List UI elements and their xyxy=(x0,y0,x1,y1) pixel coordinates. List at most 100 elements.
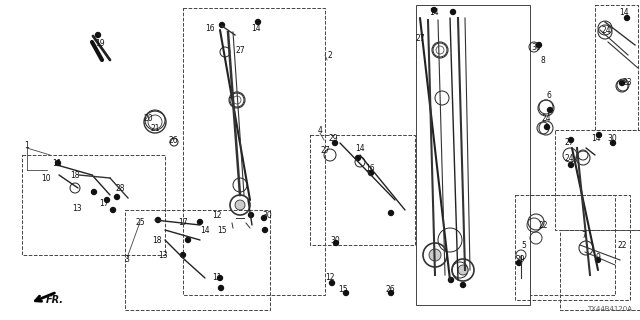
Text: 14: 14 xyxy=(591,133,601,142)
Text: 12: 12 xyxy=(212,211,221,220)
Bar xyxy=(560,230,640,310)
Text: 3: 3 xyxy=(125,255,129,265)
Text: 30: 30 xyxy=(330,236,340,244)
Text: 27: 27 xyxy=(235,45,245,54)
Text: 30: 30 xyxy=(531,43,541,52)
Text: 9: 9 xyxy=(596,253,600,262)
Circle shape xyxy=(56,161,61,165)
Circle shape xyxy=(611,140,616,146)
Text: 22: 22 xyxy=(538,220,548,229)
Text: 30: 30 xyxy=(262,211,272,220)
Text: 29: 29 xyxy=(328,133,338,142)
Circle shape xyxy=(547,108,552,113)
Bar xyxy=(555,130,640,230)
Circle shape xyxy=(104,197,109,203)
Text: 7: 7 xyxy=(582,230,586,239)
Text: 21: 21 xyxy=(150,124,160,132)
Text: 4: 4 xyxy=(317,125,323,134)
Text: TX44B4120A: TX44B4120A xyxy=(587,306,632,312)
Circle shape xyxy=(545,124,550,130)
Circle shape xyxy=(333,241,339,245)
Text: 15: 15 xyxy=(217,226,227,235)
Text: 26: 26 xyxy=(385,285,395,294)
Text: 28: 28 xyxy=(115,183,125,193)
Text: FR.: FR. xyxy=(46,295,64,305)
Circle shape xyxy=(220,22,225,28)
Text: 13: 13 xyxy=(158,251,168,260)
Circle shape xyxy=(620,81,625,85)
Circle shape xyxy=(333,140,337,146)
Text: 14: 14 xyxy=(619,7,629,17)
Circle shape xyxy=(429,249,441,261)
Circle shape xyxy=(451,10,456,14)
Text: 12: 12 xyxy=(325,274,335,283)
Bar xyxy=(530,195,615,295)
Circle shape xyxy=(388,291,394,295)
Circle shape xyxy=(156,218,161,222)
Text: 16: 16 xyxy=(205,23,215,33)
Circle shape xyxy=(596,132,602,138)
Circle shape xyxy=(92,189,97,195)
Text: 14: 14 xyxy=(355,143,365,153)
Text: 14: 14 xyxy=(200,226,210,235)
Circle shape xyxy=(344,291,349,295)
Circle shape xyxy=(568,138,573,142)
Circle shape xyxy=(111,207,115,212)
Circle shape xyxy=(218,276,223,281)
Circle shape xyxy=(355,156,360,161)
Circle shape xyxy=(186,237,191,243)
Text: 27: 27 xyxy=(415,34,425,43)
Circle shape xyxy=(449,277,454,283)
Text: 10: 10 xyxy=(41,173,51,182)
Circle shape xyxy=(461,283,465,287)
Circle shape xyxy=(536,43,541,47)
Bar xyxy=(595,5,638,130)
Text: 18: 18 xyxy=(70,171,80,180)
Text: 8: 8 xyxy=(541,55,545,65)
Text: 25: 25 xyxy=(135,218,145,227)
Text: 22: 22 xyxy=(617,241,627,250)
Text: 29: 29 xyxy=(515,255,525,265)
Circle shape xyxy=(262,215,266,220)
Text: 2: 2 xyxy=(328,51,332,60)
Text: 20: 20 xyxy=(143,114,153,123)
Text: 24: 24 xyxy=(564,154,574,163)
Text: 11: 11 xyxy=(52,158,61,167)
Circle shape xyxy=(248,212,253,218)
Circle shape xyxy=(595,258,600,262)
Text: 11: 11 xyxy=(212,274,221,283)
Bar xyxy=(125,210,270,310)
Circle shape xyxy=(431,7,436,12)
Circle shape xyxy=(516,260,522,266)
Bar xyxy=(183,8,325,295)
Circle shape xyxy=(95,33,100,37)
Circle shape xyxy=(330,281,335,285)
Circle shape xyxy=(388,211,394,215)
Circle shape xyxy=(180,252,186,258)
Bar xyxy=(310,135,415,245)
Text: 24: 24 xyxy=(541,114,551,123)
Bar xyxy=(515,195,630,300)
Text: 17: 17 xyxy=(99,198,109,207)
Text: 26: 26 xyxy=(168,135,178,145)
Text: 27: 27 xyxy=(564,138,574,147)
Text: 18: 18 xyxy=(152,236,162,244)
Text: 16: 16 xyxy=(365,164,375,172)
Circle shape xyxy=(255,20,260,25)
Circle shape xyxy=(625,15,630,20)
Circle shape xyxy=(218,285,223,291)
Circle shape xyxy=(369,171,374,175)
Circle shape xyxy=(235,200,245,210)
Text: 15: 15 xyxy=(338,285,348,294)
Bar xyxy=(22,155,165,255)
Circle shape xyxy=(115,195,120,199)
Circle shape xyxy=(458,265,468,275)
Text: 19: 19 xyxy=(95,38,105,47)
Text: 24: 24 xyxy=(601,26,611,35)
Text: 17: 17 xyxy=(178,218,188,227)
Circle shape xyxy=(262,228,268,233)
Text: 1: 1 xyxy=(24,140,29,149)
Text: 14: 14 xyxy=(429,7,439,17)
Circle shape xyxy=(198,220,202,225)
Text: 13: 13 xyxy=(72,204,82,212)
